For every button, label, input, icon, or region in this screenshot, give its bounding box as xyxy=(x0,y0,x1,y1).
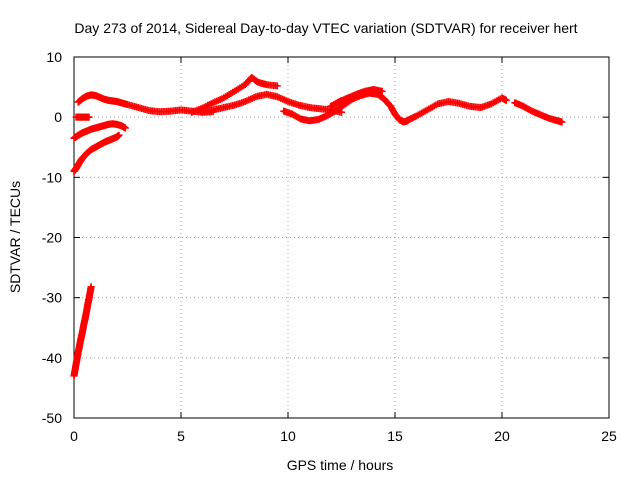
y-axis-title: SDTVAR / TECUs xyxy=(7,181,23,293)
data-point xyxy=(115,131,123,139)
x-tick-label: 20 xyxy=(494,428,510,444)
axis-ticks: 0 5 10 15 20 25 -50 -40 -30 -20 -10 0 10 xyxy=(42,49,617,444)
series-track-9 xyxy=(327,85,386,110)
data-point xyxy=(378,87,386,95)
series-track-2 xyxy=(72,113,93,121)
y-tick-label: -20 xyxy=(42,230,62,246)
x-tick-label: 25 xyxy=(601,428,617,444)
series-track-5 xyxy=(70,283,95,380)
series-track-6 xyxy=(188,73,281,116)
data-point xyxy=(85,113,93,121)
y-tick-label: -40 xyxy=(42,350,62,366)
series-track-10 xyxy=(404,94,510,124)
data-point xyxy=(121,124,129,132)
x-tick-label: 0 xyxy=(70,428,78,444)
y-tick-label: -30 xyxy=(42,290,62,306)
series-track-1 xyxy=(74,91,217,116)
x-tick-label: 15 xyxy=(387,428,403,444)
x-tick-label: 5 xyxy=(177,428,185,444)
data-point xyxy=(273,82,281,90)
y-tick-label: 0 xyxy=(54,109,62,125)
data-point xyxy=(558,118,566,126)
series-track-11 xyxy=(511,99,566,126)
y-tick-label: -10 xyxy=(42,169,62,185)
chart-title: Day 273 of 2014, Sidereal Day-to-day VTE… xyxy=(74,20,577,36)
data-point xyxy=(502,96,510,104)
data-point xyxy=(87,283,95,291)
x-tick-label: 10 xyxy=(280,428,296,444)
x-axis-title: GPS time / hours xyxy=(287,457,394,473)
y-tick-label: -50 xyxy=(42,410,62,426)
series-track-4 xyxy=(70,131,123,175)
y-tick-label: 10 xyxy=(46,49,62,65)
series-track-7 xyxy=(198,90,345,116)
data-marks xyxy=(70,73,566,380)
series-track-3 xyxy=(70,120,129,142)
